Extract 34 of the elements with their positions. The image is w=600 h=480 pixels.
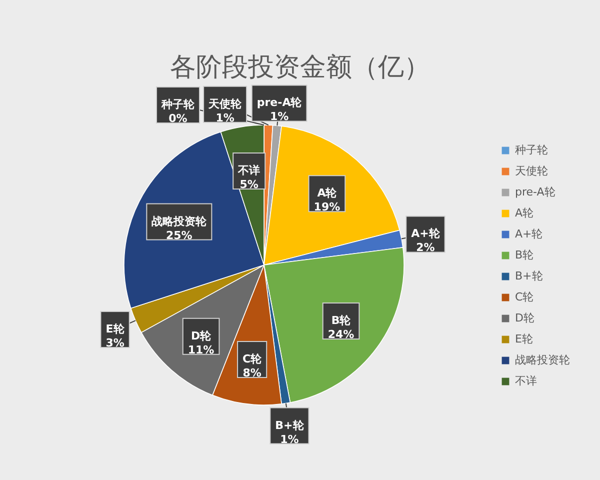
data-label: 1% [280,432,299,446]
legend-label: A+轮 [515,228,543,240]
data-label: 11% [188,343,214,356]
slice-label: A+轮 [411,227,441,240]
slice-label: C轮 [242,352,263,366]
legend-label: B+轮 [515,270,543,282]
slice-label: A轮 [317,186,338,200]
legend-label: C轮 [515,290,534,304]
data-label: 24% [328,328,354,341]
data-label: 1% [270,110,289,124]
legend-label: 不详 [515,374,537,388]
slice-label: E轮 [106,322,126,336]
slice-label: pre-A轮 [256,96,303,110]
legend-label: B轮 [515,248,534,262]
data-label: 25% [166,228,192,242]
legend-label: A轮 [515,206,534,220]
slice-label: 战略投资轮 [152,214,208,228]
slice-label: B+轮 [275,418,305,432]
slice-label: 不详 [237,164,260,177]
data-label: 8% [242,366,262,380]
data-label: 19% [314,200,340,214]
data-label: 3% [106,336,124,350]
data-label: 2% [416,241,435,254]
legend-label: 种子轮 [515,144,548,156]
slice-label: B轮 [331,314,352,327]
legend-label: pre-A轮 [515,186,556,198]
category-label: 种子轮 [162,98,194,111]
data-label: 5% [240,178,258,191]
legend-label: 天使轮 [515,164,548,178]
chart-title: 各阶段投资金额（亿） [170,52,430,83]
legend-label: E轮 [515,332,533,346]
legend-label: 战略投资轮 [515,354,570,366]
slice-label: D轮 [190,329,212,342]
legend-label: D轮 [515,312,534,324]
